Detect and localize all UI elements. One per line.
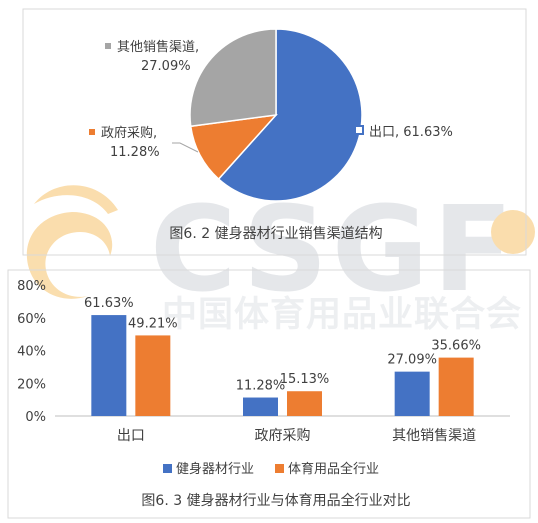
legend-swatch-industry	[275, 464, 284, 473]
pie-chart-title: 图6. 2 健身器材行业销售渠道结构	[169, 226, 382, 242]
csgf-logo-text: CSGF	[150, 180, 517, 318]
pie-label-gov: 政府采购,	[101, 125, 157, 141]
pie-label-other: 其他销售渠道,	[117, 39, 199, 55]
x-category-label: 政府采购	[255, 428, 311, 444]
pie-leader-line	[172, 142, 199, 153]
pie-chart	[189, 28, 363, 202]
pie-slice-0	[217, 28, 363, 202]
pie-panel-frame	[22, 8, 527, 256]
bar-chart: 61.63% 49.21% 11.28%15.13% 27.09%35.66%	[84, 296, 481, 416]
bar-chart-axes: 0% 20% 40% 60% 80% 出口 政府采购 其他销售渠道	[17, 279, 510, 444]
bar-industry	[287, 391, 322, 416]
bar-fitness	[394, 371, 430, 416]
bar-industry	[135, 335, 171, 416]
x-category-label: 其他销售渠道	[392, 428, 476, 444]
pie-slice-2	[189, 28, 277, 128]
bar-panel-frame	[7, 269, 531, 519]
y-tick-label: 20%	[17, 377, 46, 392]
bar-data-label: 15.13%	[280, 372, 330, 387]
legend-key-gray	[105, 43, 111, 49]
watermark-dot-icon	[491, 210, 535, 254]
bar-fitness	[91, 315, 127, 416]
bar-data-label: 11.28%	[236, 379, 286, 394]
bar-data-label: 49.21%	[128, 316, 178, 331]
pie-label-gov-value: 11.28%	[110, 145, 160, 160]
bar-legend: 健身器材行业 体育用品全行业	[163, 461, 379, 477]
y-tick-label: 40%	[17, 345, 46, 360]
bar-data-label: 35.66%	[431, 339, 481, 354]
csgf-swirl-logo-icon	[26, 185, 118, 299]
legend-swatch-fitness	[163, 464, 172, 473]
y-tick-label: 80%	[17, 279, 46, 294]
bar-data-label: 27.09%	[387, 353, 437, 368]
bar-fitness	[243, 397, 278, 416]
pie-label-export: 出口, 61.63%	[369, 125, 453, 140]
legend-key-orange	[89, 129, 95, 135]
pie-label-other-value: 27.09%	[141, 59, 191, 74]
legend-label-fitness: 健身器材行业	[176, 461, 254, 477]
bar-industry	[438, 357, 474, 416]
legend-label-industry: 体育用品全行业	[288, 461, 379, 477]
x-category-label: 出口	[117, 428, 145, 444]
bar-data-label: 61.63%	[84, 296, 134, 311]
y-tick-label: 0%	[25, 410, 46, 425]
watermark-org-name: 中国体育用品业联合会	[162, 295, 522, 335]
pie-labels: 其他销售渠道, 27.09% 政府采购, 11.28% 出口, 61.63%	[89, 39, 453, 160]
legend-key-blue	[354, 125, 364, 135]
y-tick-label: 60%	[17, 312, 46, 327]
csgf-watermark: CSGF 中国体育用品业联合会	[26, 180, 535, 335]
bar-chart-title: 图6. 3 健身器材行业与体育用品全行业对比	[141, 492, 410, 509]
